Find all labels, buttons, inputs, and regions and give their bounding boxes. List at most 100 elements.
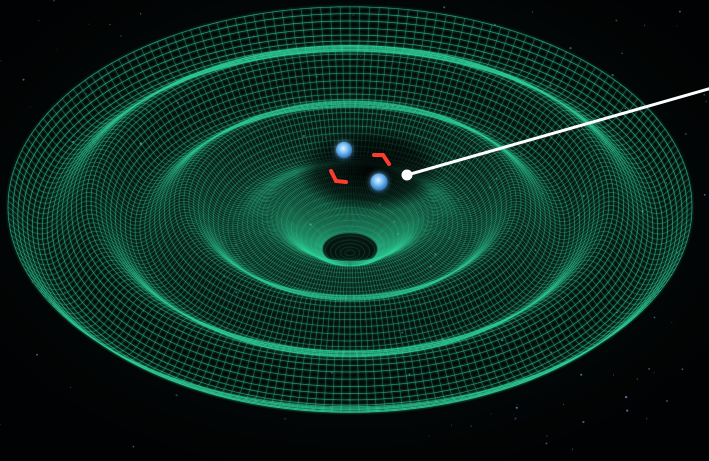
grid-spoke <box>359 258 475 400</box>
pointer-dot-icon <box>401 169 413 181</box>
grid-spoke <box>375 144 676 245</box>
grid-spoke <box>141 252 334 375</box>
grid-spoke <box>14 219 324 266</box>
background-star <box>501 339 504 342</box>
background-star <box>645 418 648 420</box>
grid-spoke <box>376 172 688 247</box>
grid-spoke <box>34 128 325 244</box>
grid-spoke <box>47 238 326 315</box>
background-star <box>352 14 354 16</box>
grid-spoke <box>47 113 326 242</box>
background-star <box>626 409 629 412</box>
grid-spoke <box>377 191 692 249</box>
grid-spoke <box>377 209 691 251</box>
background-star <box>611 74 614 77</box>
grid-spoke <box>111 249 331 361</box>
grid-spoke <box>8 206 323 251</box>
grid-spoke <box>376 225 681 276</box>
grid-spoke <box>365 253 544 381</box>
background-star <box>569 47 572 50</box>
grid-spoke <box>372 243 627 337</box>
grid-spoke <box>339 260 350 413</box>
neutron-star-icon <box>336 142 352 158</box>
grid-spoke <box>73 243 328 337</box>
orbit-arrow-icon <box>329 169 348 184</box>
background-star <box>703 193 706 196</box>
grid-spoke <box>173 255 336 387</box>
background-star <box>593 152 595 154</box>
background-star <box>684 132 687 136</box>
grid-spoke <box>244 259 342 404</box>
grid-spoke <box>10 211 323 252</box>
background-star <box>188 102 190 104</box>
background-star <box>514 417 517 420</box>
grid-spoke <box>16 222 324 271</box>
grid-spoke <box>367 251 567 371</box>
grid-spoke <box>198 256 338 394</box>
grid-spoke <box>353 260 399 411</box>
background-star <box>624 395 628 399</box>
background-star <box>38 20 40 21</box>
background-star <box>582 420 585 424</box>
grid-spoke <box>19 225 324 276</box>
binary-system <box>329 142 391 191</box>
background-star <box>531 11 534 13</box>
grid-spoke <box>21 227 324 281</box>
grid-spoke <box>67 242 328 333</box>
grid-spoke <box>67 93 328 241</box>
background-star <box>703 93 706 96</box>
grid-spoke <box>225 258 341 400</box>
background-star <box>545 442 548 445</box>
background-star <box>22 78 25 81</box>
grid-spoke <box>375 232 673 291</box>
background-star <box>489 130 492 133</box>
grid-spoke <box>91 246 330 349</box>
background-star <box>401 331 404 334</box>
grid-spoke <box>56 103 327 242</box>
background-star <box>549 84 552 87</box>
grid-spoke <box>375 139 673 245</box>
central-well <box>295 128 445 212</box>
background-star <box>546 435 548 437</box>
background-star <box>563 404 564 406</box>
grid-spoke <box>377 206 692 251</box>
grid-spoke <box>375 233 669 296</box>
background-star <box>636 378 638 380</box>
background-star <box>330 371 333 374</box>
background-star <box>0 60 2 62</box>
background-star <box>132 445 135 448</box>
grid-spoke <box>104 67 331 239</box>
background-star <box>681 368 684 371</box>
grid-spoke <box>42 237 326 310</box>
grid-spoke <box>16 161 324 246</box>
grid-spoke <box>118 59 332 238</box>
background-star <box>705 100 708 103</box>
grid-spoke <box>133 251 333 371</box>
background-star <box>516 244 518 247</box>
grid-spoke <box>216 257 340 398</box>
grid-spoke <box>310 260 348 412</box>
grid-spoke <box>356 259 428 408</box>
grid-spoke <box>56 240 327 324</box>
background-star <box>665 399 669 403</box>
grid-spoke <box>374 236 662 305</box>
background-star <box>175 394 178 397</box>
background-star <box>515 406 518 409</box>
grid-spoke <box>369 249 589 361</box>
background-star <box>56 49 58 51</box>
grid-spoke <box>24 230 325 286</box>
grid-spoke <box>111 63 332 238</box>
grid-spoke <box>363 255 519 389</box>
grid-spoke <box>377 200 693 250</box>
background-star <box>323 272 325 274</box>
grid-spoke <box>366 252 559 375</box>
background-star <box>676 25 678 27</box>
grid-spoke <box>125 55 333 238</box>
background-star <box>643 24 646 26</box>
background-star <box>498 355 500 357</box>
grid-spoke <box>376 161 684 246</box>
background-star <box>250 158 252 160</box>
background-star <box>653 316 656 319</box>
grid-spoke <box>374 238 653 315</box>
grid-ring <box>339 246 361 259</box>
